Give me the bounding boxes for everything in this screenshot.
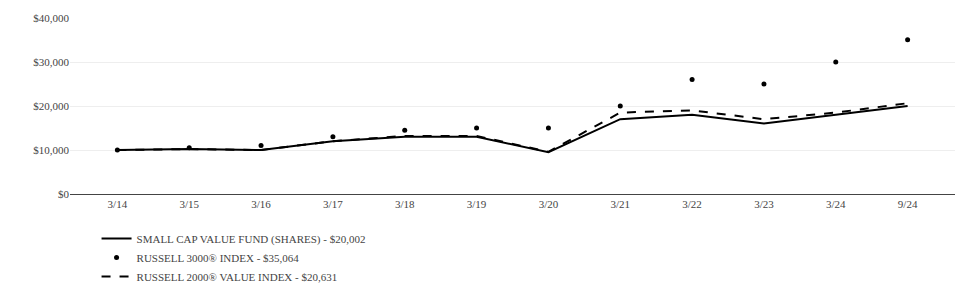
- svg-text:$0: $0: [58, 188, 70, 200]
- svg-text:RUSSELL 3000® INDEX - $35,064: RUSSELL 3000® INDEX - $35,064: [137, 252, 300, 264]
- svg-text:3/23: 3/23: [754, 198, 774, 210]
- svg-text:3/22: 3/22: [682, 198, 702, 210]
- svg-text:3/20: 3/20: [539, 198, 559, 210]
- svg-text:3/15: 3/15: [179, 198, 199, 210]
- svg-text:3/17: 3/17: [323, 198, 343, 210]
- svg-text:3/14: 3/14: [108, 198, 128, 210]
- svg-text:$10,000: $10,000: [33, 144, 69, 156]
- svg-text:3/24: 3/24: [826, 198, 846, 210]
- svg-text:$30,000: $30,000: [33, 56, 69, 68]
- svg-text:9/24: 9/24: [898, 198, 918, 210]
- svg-text:3/19: 3/19: [467, 198, 487, 210]
- svg-text:3/16: 3/16: [251, 198, 271, 210]
- svg-text:$40,000: $40,000: [33, 12, 69, 24]
- svg-text:3/21: 3/21: [610, 198, 630, 210]
- svg-text:$20,000: $20,000: [33, 100, 69, 112]
- svg-text:RUSSELL 2000® VALUE INDEX - $2: RUSSELL 2000® VALUE INDEX - $20,631: [137, 271, 338, 283]
- svg-text:SMALL CAP VALUE FUND (SHARES): SMALL CAP VALUE FUND (SHARES) - $20,002: [137, 233, 366, 246]
- svg-text:3/18: 3/18: [395, 198, 415, 210]
